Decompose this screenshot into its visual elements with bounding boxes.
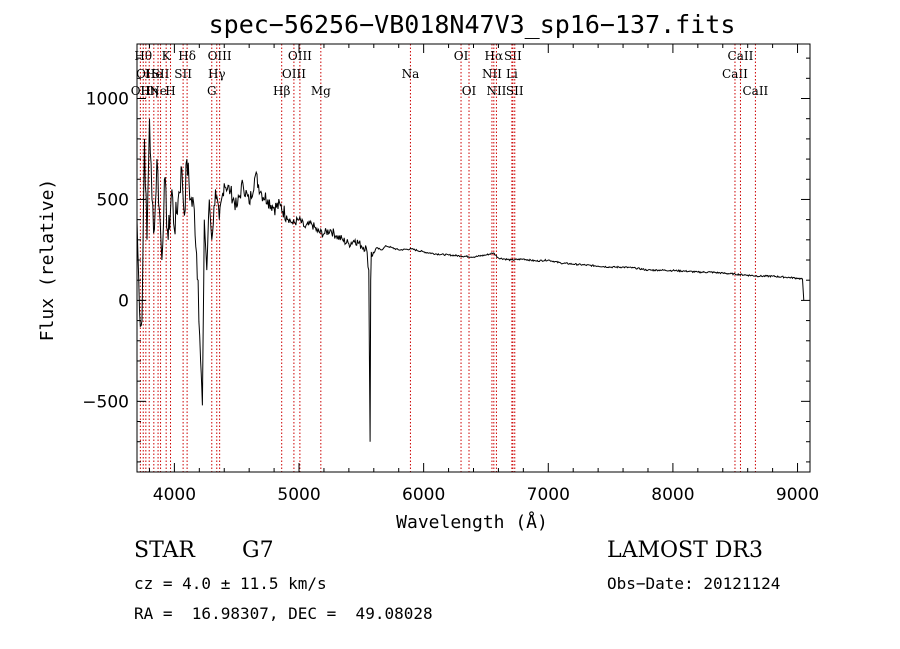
spectral-line-label: Na: [402, 67, 420, 81]
spectral-line-label: Mg: [311, 84, 331, 98]
spectral-line-markers: OIIHθOIIHηHeNeSIIKHSIIHδGHγOIIIHβOIIIOII…: [131, 44, 769, 472]
spectral-line-label: OII: [136, 67, 156, 81]
object-subclass: G7: [242, 538, 274, 563]
x-tick-label: 9000: [776, 485, 819, 505]
spectral-line-label: H: [165, 84, 175, 98]
x-tick-label: 6000: [402, 485, 445, 505]
x-tick-label: 4000: [153, 485, 196, 505]
spectral-line-label: OIII: [208, 49, 232, 63]
spectral-line-label: He: [145, 67, 163, 81]
spectral-line-label: K: [162, 49, 172, 63]
x-tick-label: 5000: [277, 485, 320, 505]
spectral-line-label: Hβ: [273, 84, 290, 98]
flux-series-group: [136, 118, 805, 442]
spectral-line-label: CaII: [742, 84, 768, 98]
observation-date: Obs−Date: 20121124: [607, 574, 781, 593]
coordinates: RA = 16.98307, DEC = 49.08028: [134, 604, 433, 623]
spectral-line-label: Hθ: [134, 49, 152, 63]
spectral-line-label: SII: [152, 67, 170, 81]
spectral-line-label: SII: [174, 67, 192, 81]
y-tick-label: −500: [82, 392, 129, 412]
x-tick-label: 8000: [651, 485, 694, 505]
axes: 4000 5000 6000 7000 8000 9000 −500 0 500 1000: [82, 44, 819, 505]
spectral-line-label: Hδ: [178, 49, 196, 63]
spectral-line-label: CaII: [728, 49, 754, 63]
spectral-line-label: OIII: [282, 67, 306, 81]
survey-name: LAMOST DR3: [607, 538, 763, 563]
spectral-line-label: NII: [486, 84, 506, 98]
spectral-line-label: SII: [504, 49, 522, 63]
plot-frame: [136, 43, 811, 473]
redshift-cz: cz = 4.0 ± 11.5 km/s: [134, 574, 327, 593]
spectral-line-label: OI: [462, 84, 477, 98]
spectral-line-label: OIII: [288, 49, 312, 63]
spectral-line-label: Li: [506, 67, 518, 81]
spectral-line-label: Hα: [485, 49, 504, 63]
object-class: STAR: [134, 538, 195, 563]
chart-title: spec−56256−VB018N47V3_sp16−137.fits: [209, 10, 736, 39]
spectral-line-label: CaII: [722, 67, 748, 81]
spectral-line-label: SII: [506, 84, 524, 98]
x-tick-label: 7000: [527, 485, 570, 505]
spectral-line-label: Hγ: [208, 67, 226, 81]
y-tick-label: 1000: [86, 90, 129, 110]
spectral-line-label: G: [207, 84, 217, 98]
flux-series-line: [136, 118, 805, 442]
y-axis-label: Flux (relative): [37, 179, 58, 342]
spectral-line-label: NII: [482, 67, 502, 81]
y-tick-label: 0: [118, 291, 129, 311]
spectral-line-label: Ne: [149, 84, 167, 98]
spectral-line-label: OI: [454, 49, 469, 63]
y-tick-label: 500: [97, 190, 129, 210]
x-axis-label: Wavelength (Å): [396, 511, 548, 533]
